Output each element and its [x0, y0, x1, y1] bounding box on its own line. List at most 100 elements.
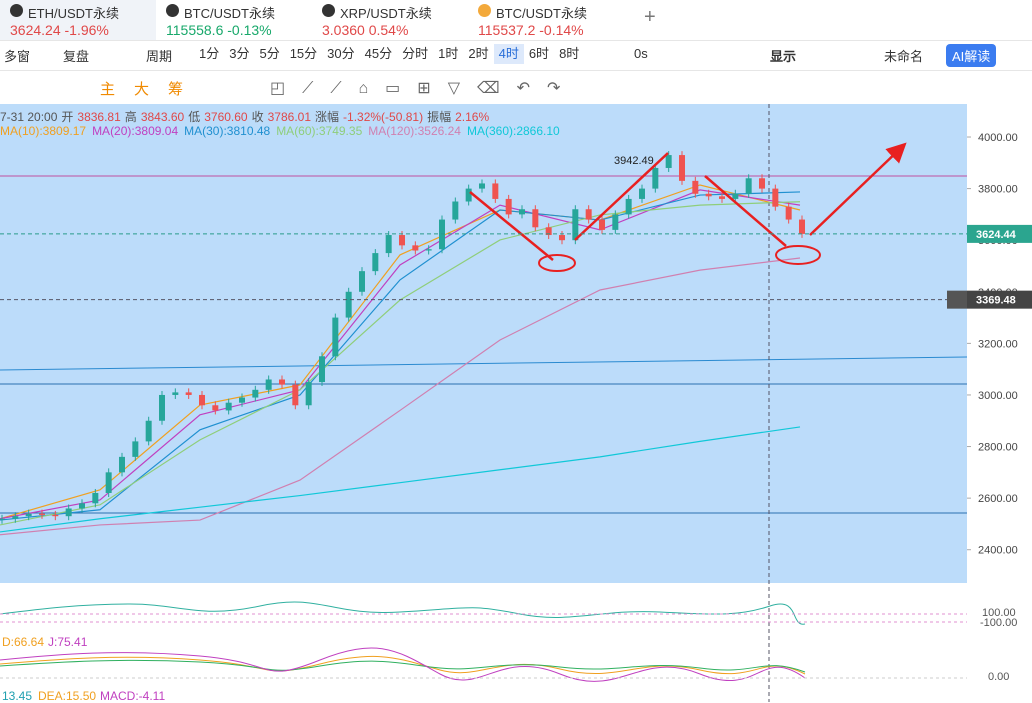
period[interactable]: 6时	[528, 46, 550, 61]
indicator-tool[interactable]: 主	[100, 81, 116, 98]
crosshair-label: 3369.48	[976, 295, 1016, 307]
candle	[185, 392, 192, 395]
indicator-tool[interactable]: 筹	[168, 81, 184, 98]
candle	[505, 198, 512, 215]
ohlc-label: 7-31 20:00	[0, 110, 58, 124]
toolbar-button[interactable]: 未命名	[884, 49, 924, 64]
candle	[172, 392, 179, 395]
cci-tick: 100.00	[982, 607, 1016, 619]
cci-tick: -100.00	[980, 617, 1018, 629]
period[interactable]: 30分	[327, 46, 355, 61]
period[interactable]: 15分	[289, 46, 318, 61]
candle	[599, 219, 605, 230]
y-tick-label: 2800.00	[978, 442, 1018, 454]
ohlc-value: 3836.81	[77, 110, 121, 124]
chart: 2400.002600.002800.003000.003200.003400.…	[0, 104, 1032, 702]
legend-entry: MA(30):3810.48	[184, 124, 271, 138]
candle	[559, 235, 565, 241]
candle	[692, 180, 699, 194]
candle	[239, 397, 245, 403]
period[interactable]: 1分	[199, 46, 220, 61]
candle	[772, 188, 779, 207]
tab-icon	[10, 4, 23, 17]
candle	[372, 253, 379, 272]
candle	[0, 518, 5, 520]
tab-name: BTC/USDT永续	[496, 6, 588, 21]
candle	[25, 513, 32, 517]
period[interactable]: 5分	[259, 46, 280, 61]
toolbar-button[interactable]: 0s	[634, 46, 648, 61]
candle	[292, 384, 299, 406]
ma-line	[0, 426, 801, 533]
price: 3.0360	[322, 22, 365, 38]
toolbar-button[interactable]: 显示	[770, 49, 797, 64]
divider	[0, 40, 1032, 41]
candle	[79, 503, 85, 509]
y-tick-label: 3000.00	[978, 390, 1018, 402]
ohlc-label: 涨幅	[315, 110, 340, 124]
candle	[532, 209, 539, 228]
candle	[652, 167, 659, 189]
last-price-tag	[967, 224, 1032, 243]
period[interactable]: 45分	[364, 46, 393, 61]
kdj-label: D:66.64	[2, 635, 45, 649]
candle	[132, 441, 139, 457]
ma-line	[0, 257, 801, 536]
change: -0.13%	[227, 22, 272, 38]
drawing-icons: ◰⟋⟋⌂▭⊞▽⌫↶↷	[270, 80, 578, 97]
period[interactable]: 8时	[559, 46, 580, 61]
add-tab[interactable]: +	[644, 6, 656, 28]
candle	[212, 405, 219, 411]
tab[interactable]: XRP/USDT永续 3.0360 0.54%	[312, 0, 468, 40]
period[interactable]: 4时	[493, 44, 524, 64]
circle	[538, 254, 576, 272]
candle	[385, 235, 392, 254]
tab-name: ETH/USDT永续	[28, 6, 120, 21]
period[interactable]: 分时	[402, 46, 429, 61]
period[interactable]: 1时	[438, 46, 459, 61]
period-menu[interactable]: 周期	[146, 49, 173, 64]
kdj-d	[0, 659, 806, 673]
indicator-tool[interactable]: 大	[134, 81, 150, 98]
tab[interactable]: BTC/USDT永续 115537.2 -0.14%	[468, 0, 624, 40]
kdj-label: J:75.41	[48, 635, 88, 649]
legend-entry: MA(60):3749.35	[276, 124, 363, 138]
tab-price: 3624.24 -1.96%	[10, 22, 109, 38]
active-tab-bg	[0, 0, 156, 40]
kdj-j	[0, 647, 806, 682]
y-tick-label: 3200.00	[978, 338, 1018, 350]
arrows	[469, 146, 903, 261]
price: 3624.24	[10, 22, 61, 38]
toolbar-button[interactable]: 复盘	[63, 49, 90, 64]
candle	[225, 402, 232, 411]
candle	[625, 198, 632, 215]
ohlc-value: 3843.60	[140, 110, 185, 124]
macd-label: MACD:-4.11	[100, 689, 166, 703]
period[interactable]: 2时	[468, 46, 489, 61]
candle	[199, 394, 205, 406]
kdj-k	[0, 655, 806, 675]
ohlc-value: 3786.01	[267, 110, 312, 124]
tab[interactable]: ETH/USDT永续 3624.24 -1.96%	[0, 0, 156, 40]
change: 0.54%	[368, 22, 409, 38]
tab[interactable]: BTC/USDT永续 115558.6 -0.13%	[156, 0, 312, 40]
candle	[332, 317, 339, 357]
candle	[119, 456, 125, 473]
candle	[279, 379, 285, 385]
candle	[759, 178, 765, 189]
legend-entry: MA(20):3809.04	[92, 124, 179, 138]
candle	[345, 291, 352, 318]
tab-name: XRP/USDT永续	[340, 6, 432, 21]
candle	[479, 183, 485, 189]
tab-name: BTC/USDT永续	[184, 6, 276, 21]
ohlc-value: -1.32%(-50.81)	[343, 110, 424, 124]
price: 115558.6	[166, 22, 224, 38]
macd-label: DEA:15.50	[38, 689, 97, 703]
candle	[265, 379, 272, 390]
toolbar-button[interactable]: AI解读	[946, 44, 997, 67]
toolbar-button[interactable]: 多窗	[4, 49, 31, 64]
candle	[425, 249, 432, 251]
period[interactable]: 3分	[229, 46, 250, 61]
y-tick-label: 4000.00	[978, 132, 1018, 144]
